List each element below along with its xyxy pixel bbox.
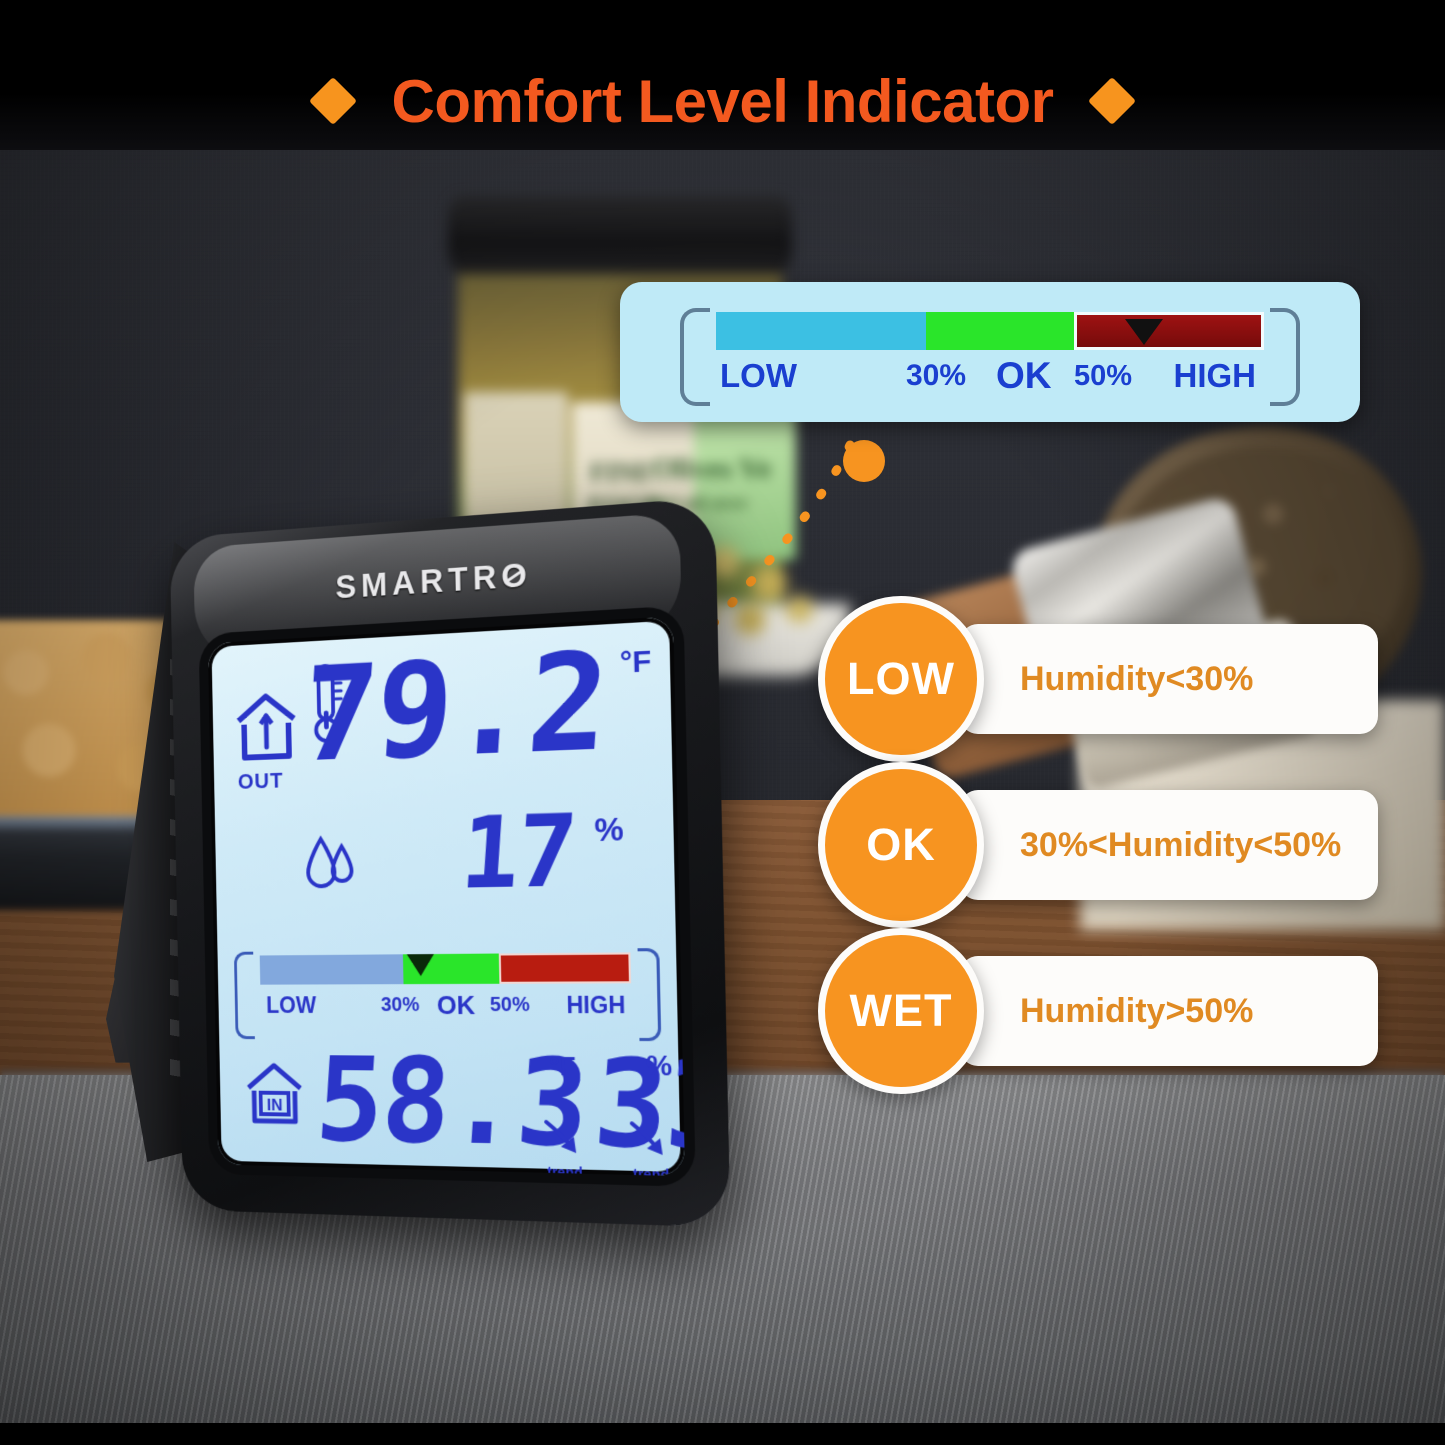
legend-badge-label: OK [866, 819, 936, 870]
temperature-trend-down-arrow-icon: trend [542, 1116, 590, 1176]
jar-product-name: Olives Ve [652, 452, 772, 485]
jar-brand-line1: FINE [590, 458, 653, 487]
callout-inner: LOW 30% OK 50% HIGH [680, 304, 1300, 406]
legend-card-text: 30%<Humidity<50% [1020, 825, 1342, 864]
device-comfort-bar: LOW 30% OK 50% HIGH [233, 948, 662, 1043]
legend-card-text: Humidity>50% [1020, 991, 1254, 1030]
callout-bar-segment-high [1074, 312, 1264, 350]
thermometer-hygrometer-device: SMARTRO OUT [98, 497, 731, 1248]
outdoor-humidity-value: 17 [457, 793, 579, 912]
house-out-label: OUT [237, 767, 284, 794]
device-label-ok: OK [436, 989, 476, 1021]
connector-endpoint-dot [843, 440, 885, 482]
callout-bar-segment-ok [926, 312, 1074, 350]
triangle-down-icon [406, 954, 435, 977]
legend-card: Humidity<30% [960, 624, 1378, 734]
legend-badge-label: WET [849, 985, 953, 1036]
legend-badge-label: LOW [847, 653, 955, 704]
callout-label-high: HIGH [1173, 357, 1257, 394]
page-title: Comfort Level Indicator [391, 67, 1054, 135]
indoor-temperature-unit: °F [548, 1050, 577, 1082]
diamond-icon [308, 76, 357, 126]
legend-row: 30%<Humidity<50% OK [818, 762, 1378, 928]
device-label-50: 50% [489, 993, 531, 1017]
callout-bar-segment-low [716, 312, 926, 350]
bracket-right-icon [637, 948, 662, 1042]
lcd-screen: OUT 79.2 [207, 616, 686, 1177]
legend-card-text: Humidity<30% [1020, 659, 1254, 698]
house-out-icon [232, 689, 300, 764]
callout-label-50: 50% [1074, 360, 1133, 392]
triangle-down-icon [1125, 319, 1163, 345]
svg-text:IN: IN [267, 1096, 283, 1114]
device-bar-track [259, 952, 632, 985]
jar-lid [448, 196, 792, 274]
droplet-icon [300, 830, 360, 899]
indoor-humidity-unit: % [645, 1049, 673, 1082]
device-bar-segment-high [498, 952, 632, 984]
diamond-icon [1088, 76, 1137, 126]
page-title-row: Comfort Level Indicator [0, 58, 1445, 144]
device-bar-labels: LOW 30% OK 50% HIGH [260, 987, 631, 1022]
top-black-band [0, 0, 1445, 150]
comfort-bar-callout: LOW 30% OK 50% HIGH [620, 282, 1360, 422]
callout-comfort-bar [716, 312, 1264, 350]
outdoor-temperature-unit: °F [619, 644, 652, 681]
bracket-left-icon [233, 951, 255, 1040]
legend-card: Humidity>50% [960, 956, 1378, 1066]
temperature-trend-label: trend [547, 1163, 583, 1177]
device-label-high: HIGH [566, 991, 626, 1019]
outdoor-humidity-unit: % [594, 810, 625, 849]
callout-bar-labels: LOW 30% OK 50% HIGH [716, 356, 1264, 396]
house-in-icon: IN [243, 1060, 305, 1127]
humidity-trend-label: trend [632, 1165, 670, 1177]
bracket-right-icon [1270, 308, 1300, 406]
callout-label-30: 30% [906, 359, 967, 392]
legend-card: 30%<Humidity<50% [960, 790, 1378, 900]
device-label-30: 30% [380, 994, 420, 1017]
device-bar-segment-ok [402, 953, 500, 985]
legend-row: Humidity>50% WET [818, 928, 1378, 1094]
bottom-black-band [0, 1423, 1445, 1445]
humidity-trend-down-arrow-icon: trend [628, 1117, 677, 1176]
outdoor-temperature-value: 79.2 [298, 622, 612, 792]
bracket-left-icon [680, 308, 710, 406]
legend-row: Humidity<30% LOW [818, 596, 1378, 762]
device-front-body: SMARTRO OUT [169, 497, 731, 1228]
legend-badge-low: LOW [818, 596, 984, 762]
callout-label-ok: OK [996, 355, 1052, 396]
legend-badge-wet: WET [818, 928, 984, 1094]
device-label-low: LOW [265, 992, 317, 1018]
legend-badge-ok: OK [818, 762, 984, 928]
callout-label-low: LOW [720, 357, 797, 394]
device-bar-segment-low [259, 954, 404, 985]
legend-list: Humidity<30% LOW 30%<Humidity<50% OK Hum… [818, 596, 1378, 1094]
